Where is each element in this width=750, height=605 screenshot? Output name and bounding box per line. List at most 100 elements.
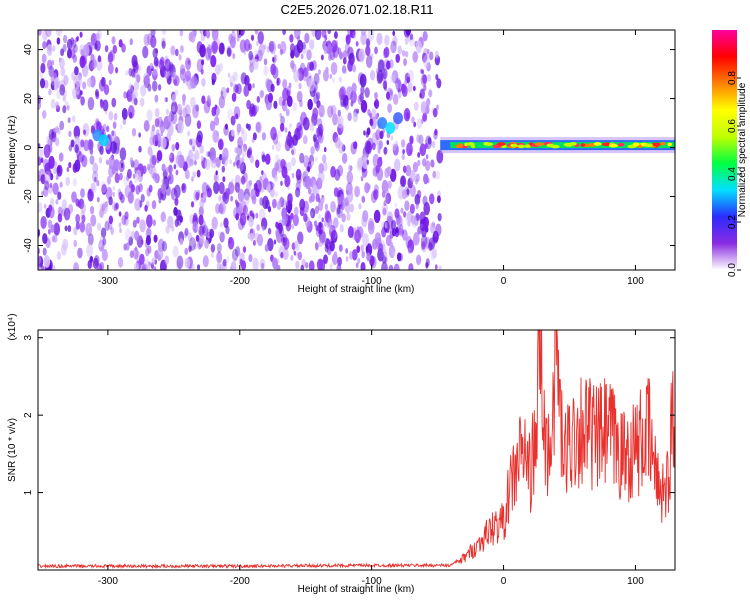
noise-speck — [151, 80, 158, 92]
noise-speck — [381, 190, 386, 198]
noise-speck — [249, 232, 254, 242]
noise-speck — [82, 123, 90, 137]
noise-speck — [308, 260, 315, 270]
noise-speck — [145, 234, 151, 246]
noise-speck — [375, 165, 380, 174]
noise-speck — [392, 142, 397, 151]
noise-speck — [100, 99, 105, 108]
noise-speck — [86, 77, 92, 88]
noise-speck — [151, 200, 157, 210]
signal-band-peak — [497, 142, 506, 146]
noise-speck — [329, 240, 335, 252]
noise-speck — [291, 223, 295, 230]
noise-speck — [430, 222, 436, 234]
noise-speck — [434, 50, 439, 59]
noise-speck — [327, 105, 334, 118]
noise-speck — [392, 143, 399, 156]
noise-speck — [282, 87, 289, 102]
noise-speck — [71, 191, 77, 203]
signal-band-peak — [534, 142, 544, 146]
noise-speck — [333, 251, 338, 259]
noise-speck — [74, 144, 79, 154]
noise-speck — [409, 170, 416, 183]
noise-speck — [198, 214, 204, 226]
noise-speck — [113, 113, 118, 121]
noise-speck — [38, 30, 42, 36]
noise-speck — [274, 191, 278, 198]
noise-speck — [62, 34, 68, 44]
spectrogram-x-ticks: -300 -200 -100 0 100 — [98, 30, 644, 287]
y-tick-label: 1 — [23, 489, 34, 495]
noise-speck — [390, 241, 394, 248]
noise-speck — [302, 135, 308, 145]
noise-speck — [43, 255, 51, 268]
noise-speck — [395, 140, 399, 147]
noise-speck — [91, 182, 97, 193]
noise-speck — [387, 103, 392, 113]
noise-speck — [280, 115, 285, 126]
noise-speck — [239, 212, 247, 226]
noise-speck — [159, 56, 165, 67]
noise-speck — [314, 30, 322, 41]
noise-speck — [405, 112, 410, 120]
signal-band-peak — [563, 142, 572, 147]
noise-speck — [204, 47, 212, 61]
noise-speck — [246, 181, 252, 192]
noise-speck — [184, 227, 189, 237]
colorbar-ticks: 0.0 0.2 0.4 0.6 0.8 — [727, 71, 741, 277]
noise-speck — [246, 99, 251, 110]
noise-speck — [211, 154, 217, 164]
noise-speck — [330, 166, 336, 178]
noise-speck — [385, 187, 389, 195]
noise-speck — [312, 107, 319, 120]
noise-speck — [386, 139, 390, 146]
noise-speck — [218, 181, 225, 195]
noise-speck — [295, 168, 302, 181]
noise-speck — [38, 99, 42, 110]
noise-speck — [248, 43, 253, 51]
noise-speck — [234, 199, 238, 205]
noise-speck — [136, 216, 140, 224]
noise-speck — [56, 164, 63, 177]
noise-speck — [360, 31, 367, 46]
noise-speck — [290, 212, 294, 220]
spectrogram-frame — [37, 29, 676, 271]
noise-speck — [374, 92, 378, 100]
noise-speck — [291, 172, 295, 179]
noise-speck — [397, 45, 403, 55]
noise-speck — [222, 176, 226, 183]
noise-speck — [241, 156, 245, 164]
noise-speck — [112, 44, 118, 54]
noise-speck — [248, 50, 254, 61]
noise-speck — [304, 32, 310, 44]
noise-speck — [133, 262, 139, 270]
noise-speck — [365, 246, 369, 252]
noise-speck — [160, 183, 167, 195]
noise-speck — [429, 193, 435, 205]
noise-speck — [358, 51, 364, 63]
noise-speck — [382, 68, 388, 80]
noise-speck — [261, 170, 264, 176]
noise-speck — [48, 128, 55, 140]
noise-speck — [292, 134, 299, 146]
noise-speck — [135, 169, 142, 181]
noise-speck — [338, 76, 342, 83]
noise-speck — [154, 118, 160, 128]
noise-speck — [124, 211, 129, 220]
noise-speck — [392, 30, 396, 36]
noise-speck — [131, 54, 138, 68]
noise-speck — [179, 30, 184, 37]
noise-speck — [318, 239, 323, 248]
noise-speck — [188, 149, 193, 159]
noise-speck — [369, 70, 376, 81]
noise-speck — [267, 238, 274, 252]
noise-speck — [233, 161, 236, 167]
noise-speck — [431, 160, 435, 168]
noise-speck — [210, 243, 216, 253]
noise-speck — [171, 94, 177, 103]
noise-speck — [103, 84, 110, 95]
noise-speck — [192, 221, 198, 233]
noise-speck — [53, 222, 61, 236]
noise-speck — [327, 217, 333, 228]
noise-speck — [385, 234, 392, 247]
